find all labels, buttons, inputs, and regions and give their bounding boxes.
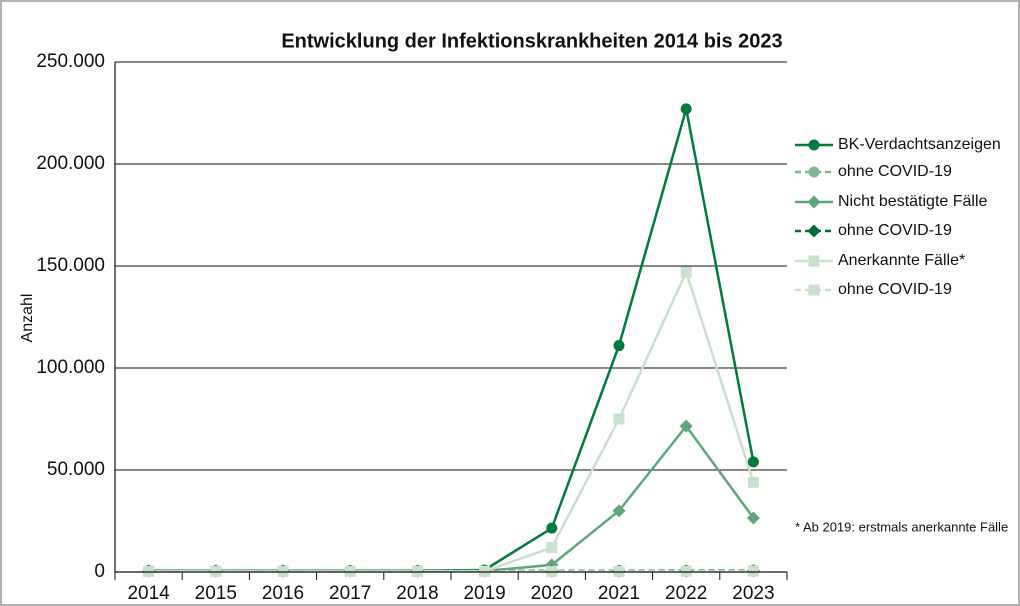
x-tick-label: 2022 <box>665 583 707 604</box>
y-axis-label: Anzahl <box>19 294 36 343</box>
x-tick-label: 2018 <box>396 583 438 604</box>
x-tick-label: 2014 <box>127 583 170 604</box>
x-tick-label: 2016 <box>262 583 304 604</box>
y-tick-label: 150.000 <box>36 255 105 276</box>
legend-marker <box>807 195 821 209</box>
y-tick-label: 200.000 <box>36 153 105 174</box>
y-tick-label: 250.000 <box>36 51 105 72</box>
data-point <box>747 565 759 577</box>
legend-marker <box>808 255 820 267</box>
legend-marker <box>808 284 820 296</box>
data-point <box>546 565 558 577</box>
data-point <box>277 565 289 577</box>
x-tick-label: 2023 <box>732 583 774 604</box>
data-point <box>679 419 693 433</box>
legend-label: Anerkannte Fälle* <box>838 252 965 269</box>
data-point <box>680 103 692 115</box>
x-tick-label: 2019 <box>463 583 505 604</box>
data-point <box>612 504 626 518</box>
data-point <box>479 565 491 577</box>
legend-label: ohne COVID-19 <box>838 163 952 180</box>
y-tick-label: 50.000 <box>47 459 105 480</box>
data-point <box>747 456 759 468</box>
x-tick-label: 2021 <box>598 583 640 604</box>
data-point <box>546 522 558 534</box>
x-tick-label: 2015 <box>195 583 237 604</box>
y-tick-label: 0 <box>94 561 105 582</box>
data-point <box>210 565 222 577</box>
data-point <box>680 266 692 278</box>
legend-label: Nicht bestätigte Fälle <box>838 193 988 210</box>
legend-label: ohne COVID-19 <box>838 281 952 298</box>
legend-label: BK-Verdachtsanzeigen <box>838 136 1001 153</box>
x-tick-label: 2020 <box>531 583 573 604</box>
legend-marker <box>807 224 821 238</box>
x-tick-label: 2017 <box>329 583 371 604</box>
data-point <box>746 511 760 525</box>
legend-marker <box>808 139 820 151</box>
data-point <box>411 565 423 577</box>
data-point <box>613 565 625 577</box>
legend-marker <box>808 166 820 178</box>
data-point <box>546 542 558 554</box>
data-point <box>613 340 625 352</box>
legend-label: ohne COVID-19 <box>838 222 952 239</box>
data-point <box>143 565 155 577</box>
chart-title: Entwicklung der Infektionskrankheiten 20… <box>281 30 782 52</box>
y-tick-label: 100.000 <box>36 357 105 378</box>
data-point <box>747 476 759 488</box>
data-point <box>613 413 625 425</box>
data-point <box>344 565 356 577</box>
data-point <box>680 565 692 577</box>
footnote: * Ab 2019: erstmals anerkannte Fälle <box>795 519 1008 534</box>
